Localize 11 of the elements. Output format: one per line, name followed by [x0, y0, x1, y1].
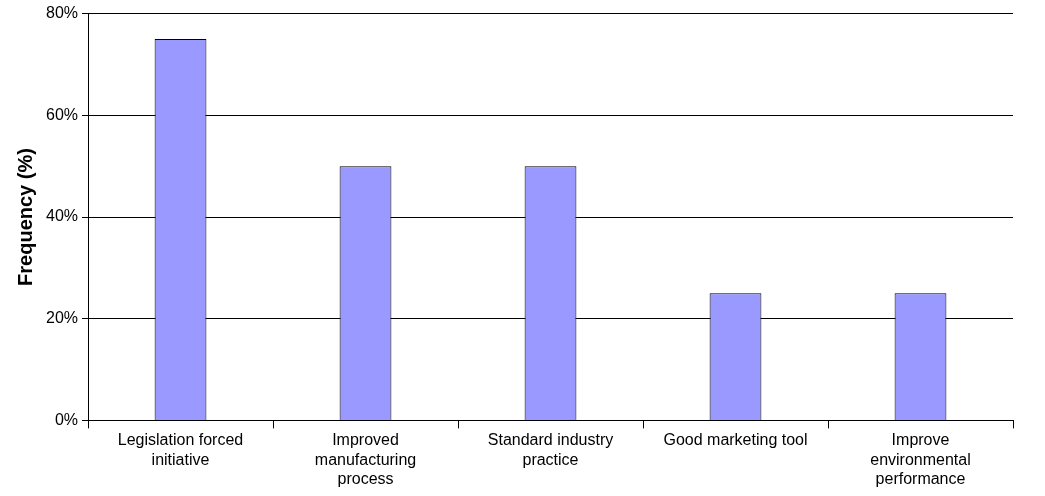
y-tick-label: 40%	[45, 207, 79, 225]
x-tick-label: Legislation forced initiative	[117, 431, 244, 468]
y-tick-label: 60%	[45, 105, 79, 123]
y-tick-label: 80%	[45, 4, 79, 22]
x-tick-label: Improved manufacturing process	[314, 431, 417, 487]
x-tick-label: Good marketing tool	[663, 431, 808, 449]
y-tick-label: 0%	[54, 410, 79, 428]
y-axis-title: Frequency (%)	[13, 148, 36, 286]
x-tick-label: Standard industry practice	[487, 431, 614, 468]
y-tick-label: 20%	[45, 309, 79, 327]
x-tick-label: Improve environmental performance	[870, 431, 971, 487]
